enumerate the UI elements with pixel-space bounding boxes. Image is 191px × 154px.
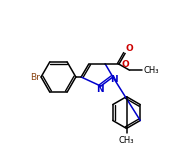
Text: CH₃: CH₃ — [143, 66, 159, 75]
Text: O: O — [121, 60, 129, 69]
Text: CH₃: CH₃ — [119, 136, 134, 145]
Text: O: O — [126, 44, 134, 53]
Text: Br: Br — [30, 73, 40, 81]
Text: N: N — [110, 75, 118, 84]
Text: N: N — [96, 85, 103, 94]
